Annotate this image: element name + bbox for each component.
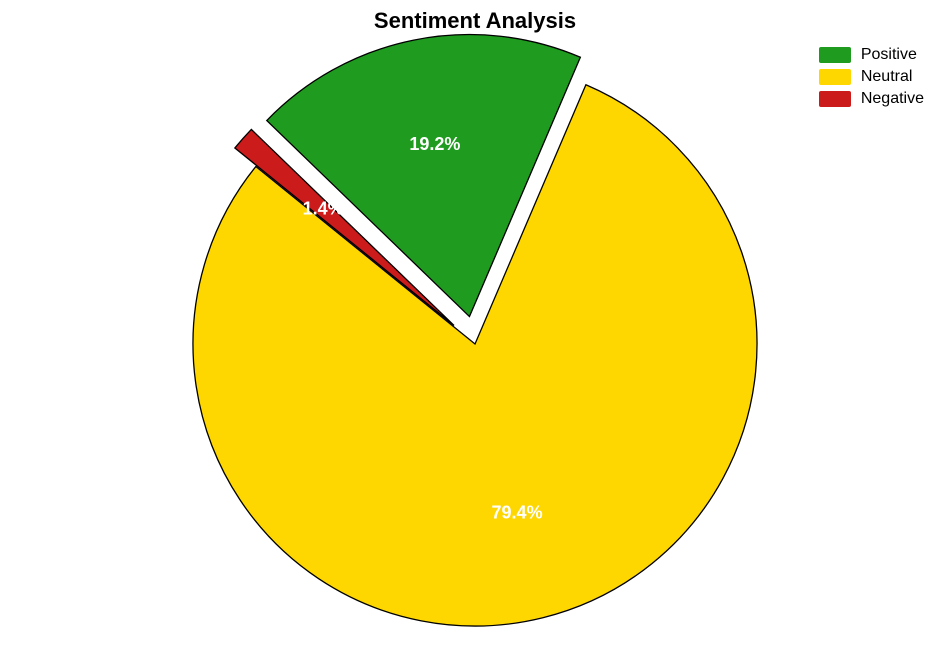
legend-item-negative: Negative	[819, 90, 924, 108]
legend-swatch-positive	[819, 47, 851, 63]
pie-svg: 1.4% 19.2% 79.4%	[0, 0, 950, 662]
legend: Positive Neutral Negative	[819, 46, 924, 108]
sentiment-pie-chart: Sentiment Analysis 1.4%19.2%79.4% Positi…	[0, 0, 950, 662]
pie-label-negative: 1.4%	[303, 198, 344, 218]
legend-swatch-negative	[819, 91, 851, 107]
legend-label-neutral: Neutral	[861, 68, 913, 86]
pie-label-positive: 19.2%	[409, 134, 460, 154]
legend-label-positive: Positive	[861, 46, 917, 64]
legend-label-negative: Negative	[861, 90, 924, 108]
pie-label-neutral: 79.4%	[492, 502, 543, 522]
legend-swatch-neutral	[819, 69, 851, 85]
legend-item-positive: Positive	[819, 46, 924, 64]
legend-item-neutral: Neutral	[819, 68, 924, 86]
